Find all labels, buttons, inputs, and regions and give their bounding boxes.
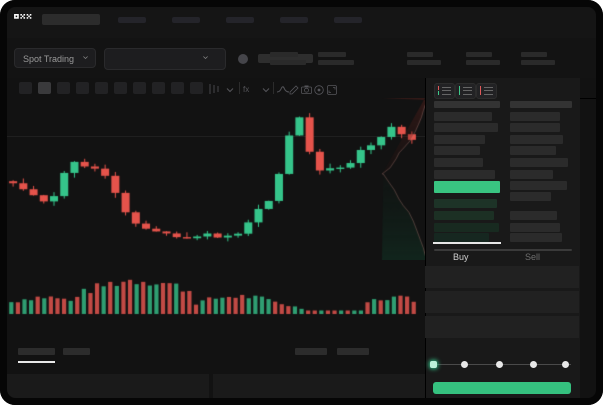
svg-text:fx: fx [243,85,249,94]
